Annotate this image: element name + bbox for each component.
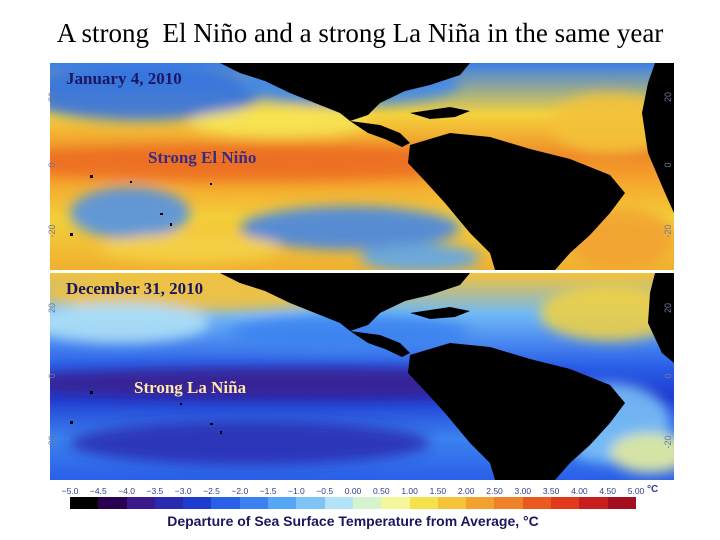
color-scale-swatch	[381, 497, 410, 509]
event-label: Strong El Niño	[148, 148, 257, 167]
color-scale-swatch	[183, 497, 212, 509]
sst-map-el-nino: January 4, 2010 Strong El Niño	[50, 63, 674, 270]
lat-tick: -20	[47, 435, 57, 449]
color-scale-swatch	[494, 497, 523, 509]
lat-tick: 0	[47, 373, 57, 379]
color-scale-tick-label: 5.00	[627, 486, 645, 496]
lat-tick: 20	[663, 303, 673, 314]
color-scale-tick-label: −0.5	[316, 486, 334, 496]
color-scale-tick-label: 4.50	[599, 486, 616, 496]
color-scale-tick-label: −4.5	[89, 486, 107, 496]
color-scale-swatch	[466, 497, 495, 509]
lat-tick: 0	[47, 162, 57, 168]
lat-tick: 20	[47, 92, 57, 103]
color-scale-swatch	[551, 497, 580, 509]
color-scale-tick-label: 2.00	[457, 486, 475, 496]
color-scale-swatch	[607, 497, 636, 509]
color-scale-bar	[70, 497, 636, 509]
color-scale-swatch	[268, 497, 297, 509]
lat-tick: -20	[663, 224, 673, 238]
color-scale-swatch	[579, 497, 608, 509]
color-scale-swatch	[522, 497, 552, 509]
color-scale-swatch	[239, 497, 269, 509]
color-scale-tick-label: 1.00	[401, 486, 418, 496]
color-scale-ticks: −5.0 −4.5 −4.0 −3.5 −3.0 −2.5 −2.0 −1.5 −1.0 −0.5…	[55, 486, 665, 498]
color-scale-tick-label: −1.0	[288, 486, 305, 496]
panel-date: January 4, 2010	[66, 69, 182, 88]
color-scale-tick-label: 4.00	[571, 486, 588, 496]
color-scale-tick-label: 3.50	[542, 486, 560, 496]
color-scale-tick-label: −3.5	[146, 486, 164, 496]
lat-tick: -20	[663, 435, 673, 449]
lat-tick: 20	[47, 303, 57, 314]
color-scale-swatch	[296, 497, 325, 509]
color-scale-tick-label: 2.50	[486, 486, 503, 496]
lat-tick: 0	[663, 373, 673, 379]
color-scale-swatch	[98, 497, 127, 509]
color-scale-tick-label: 0.00	[344, 486, 362, 496]
color-scale-swatch	[352, 497, 382, 509]
color-scale-swatch	[70, 497, 99, 509]
slide-title: A strong El Niño and a strong La Niña in…	[56, 18, 664, 48]
lat-tick: 0	[663, 162, 673, 168]
event-label: Strong La Niña	[134, 378, 247, 397]
lat-tick: 20	[663, 92, 673, 103]
color-scale-tick-label: −3.0	[174, 486, 192, 496]
color-scale-unit: °C	[647, 484, 659, 495]
color-scale-tick-label: 3.00	[514, 486, 532, 496]
color-scale-swatch	[324, 497, 353, 509]
color-scale-swatch	[126, 497, 155, 509]
color-scale-tick-label: 1.50	[429, 486, 447, 496]
color-scale-tick-label: −5.0	[61, 486, 79, 496]
color-scale-tick-label: −4.0	[118, 486, 135, 496]
color-scale-swatch	[154, 497, 184, 509]
color-scale-tick-label: 0.50	[373, 486, 390, 496]
sst-map-la-nina: December 31, 2010 Strong La Niña	[50, 273, 674, 480]
panel-date: December 31, 2010	[66, 279, 204, 298]
color-scale-swatch	[211, 497, 240, 509]
color-scale-caption: Departure of Sea Surface Temperature fro…	[167, 513, 539, 529]
lat-tick: -20	[47, 224, 57, 238]
color-scale-tick-label: −2.5	[203, 486, 220, 496]
color-scale-tick-label: −2.0	[231, 486, 249, 496]
color-scale-swatch	[409, 497, 438, 509]
color-scale-swatch	[437, 497, 467, 509]
color-scale-tick-label: −1.5	[259, 486, 277, 496]
